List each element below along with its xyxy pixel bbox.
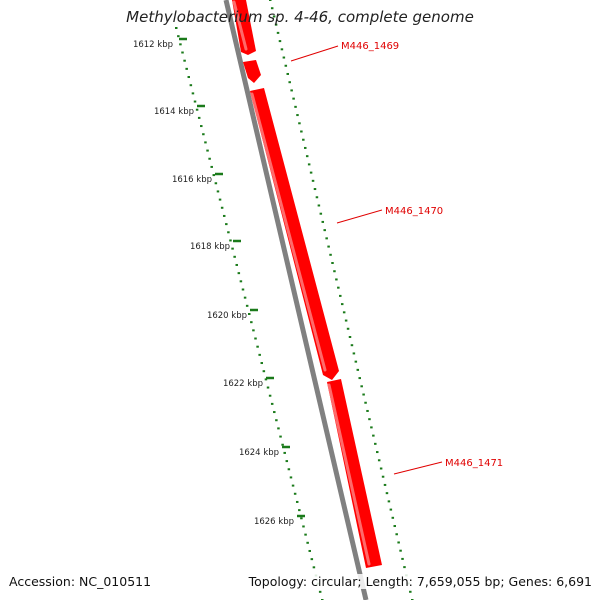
scale-tick-1620: 1620 kbp — [207, 308, 258, 321]
scale-tick-label: 1620 kbp — [207, 311, 247, 321]
cds-feature-1470[interactable] — [250, 88, 339, 380]
inner-tick-track — [175, 27, 324, 600]
gene-label-m446-1470[interactable]: M446_1470 — [336, 206, 443, 224]
genome-backbone — [223, 0, 369, 600]
scale-tick-label: 1626 kbp — [254, 517, 294, 527]
scale-tick-1622: 1622 kbp — [223, 376, 274, 389]
scale-tick-1626: 1626 kbp — [254, 514, 305, 527]
cds-feature-1469b[interactable] — [243, 60, 261, 83]
scale-tick-1612: 1612 kbp — [133, 37, 187, 50]
scale-tick-label: 1624 kbp — [239, 448, 279, 458]
gene-label-m446-1469[interactable]: M446_1469 — [290, 41, 399, 62]
accession-info: Accession: NC_010511 — [9, 574, 152, 589]
gene-label-text[interactable]: M446_1470 — [385, 206, 443, 217]
scale-tick-1614: 1614 kbp — [154, 104, 205, 117]
scale-tick-1616: 1616 kbp — [172, 172, 223, 185]
gene-label-m446-1471[interactable]: M446_1471 — [393, 458, 503, 475]
gene-label-text[interactable]: M446_1469 — [341, 41, 399, 52]
gene-label-text[interactable]: M446_1471 — [445, 458, 503, 469]
scale-tick-label: 1616 kbp — [172, 175, 212, 185]
genome-summary: Topology: circular; Length: 7,659,055 bp… — [248, 574, 592, 589]
scale-ticks: 1612 kbp 1614 kbp 1616 kbp 1618 kbp 1620… — [133, 37, 305, 527]
scale-tick-1618: 1618 kbp — [190, 239, 241, 252]
scale-tick-label: 1618 kbp — [190, 242, 230, 252]
cds-feature-1471[interactable] — [327, 379, 382, 568]
scale-tick-label: 1622 kbp — [223, 379, 263, 389]
outer-tick-track — [269, 0, 414, 600]
map-title: Methylobacterium sp. 4-46, complete geno… — [126, 8, 474, 26]
scale-tick-label: 1614 kbp — [154, 107, 194, 117]
cds-features — [232, 0, 382, 568]
scale-tick-label: 1612 kbp — [133, 40, 173, 50]
gene-labels: M446_1469 M446_1470 M446_1471 — [290, 41, 503, 475]
scale-tick-1624: 1624 kbp — [239, 445, 290, 458]
